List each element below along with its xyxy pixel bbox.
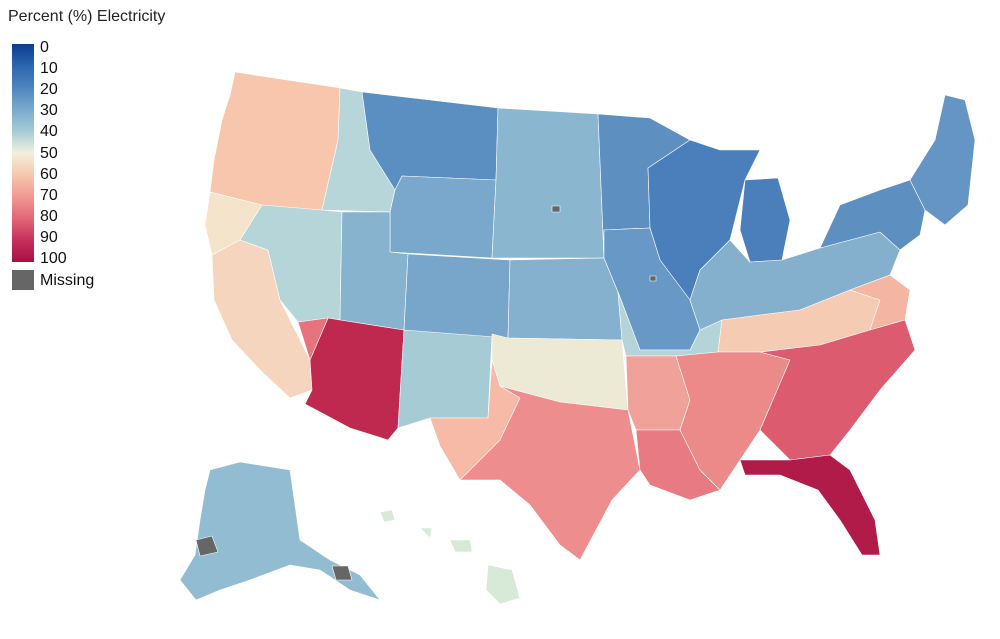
legend-swatch-80 [12, 218, 34, 241]
region-colorado [403, 253, 511, 339]
legend-tick-60: 60 [40, 166, 58, 183]
region-new-mexico [397, 329, 493, 429]
region-arizona [304, 317, 405, 441]
legend-swatch-90 [12, 240, 34, 262]
legend-swatch-50 [12, 152, 34, 175]
region-new-england [909, 94, 976, 226]
region-dakotas [491, 107, 605, 259]
legend-tick-100: 100 [40, 250, 67, 267]
region-washington-oregon [209, 71, 341, 213]
legend-tick-30: 30 [40, 102, 58, 119]
legend-missing-label: Missing [40, 272, 95, 289]
region-nebraska-kansas [507, 257, 623, 341]
legend-swatch-40 [12, 131, 34, 153]
region-hawaii [379, 509, 521, 605]
region-michigan-lower [739, 177, 791, 263]
legend-tick-0: 0 [40, 39, 49, 56]
region-missing-alaska-se [331, 565, 353, 581]
legend-swatch-0 [12, 44, 34, 66]
legend-swatch-30 [12, 109, 34, 132]
region-nevada-south [297, 317, 329, 361]
legend-swatch-10 [12, 65, 34, 88]
legend-tick-70: 70 [40, 187, 58, 204]
region-missing-alaska-sw [195, 535, 219, 557]
legend-tick-20: 20 [40, 81, 58, 98]
legend-tick-90: 90 [40, 229, 58, 246]
region-florida [739, 454, 881, 556]
region-missing-missouri [649, 275, 657, 282]
legend-missing-swatch [12, 270, 34, 290]
legend-tick-80: 80 [40, 208, 58, 225]
legend-swatch-20 [12, 87, 34, 110]
region-wyoming [389, 175, 497, 259]
region-missing-dakota [551, 205, 561, 213]
legend-swatch-70 [12, 196, 34, 219]
legend-colorbar [12, 44, 34, 262]
legend-tick-40: 40 [40, 123, 58, 140]
legend-tick-50: 50 [40, 145, 58, 162]
legend-swatch-60 [12, 174, 34, 197]
legend-title: Percent (%) Electricity [8, 8, 166, 25]
legend-tick-10: 10 [40, 60, 58, 77]
region-alaska [179, 461, 381, 601]
region-georgia-carolinas [759, 319, 916, 461]
